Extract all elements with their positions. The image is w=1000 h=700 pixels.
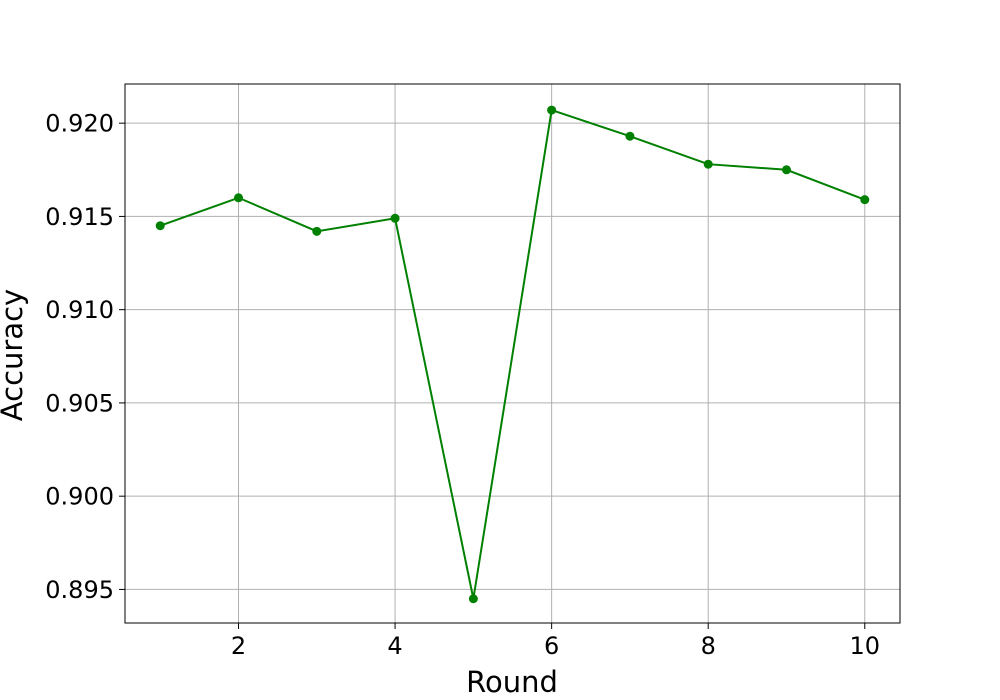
x-tick-label: 8 bbox=[701, 632, 716, 660]
y-tick-label: 0.895 bbox=[45, 576, 114, 604]
data-point bbox=[155, 221, 165, 231]
data-point bbox=[703, 159, 713, 169]
data-point bbox=[312, 226, 322, 236]
axis-ticks: 2 4 6 8 10 0.895 0.900 0.905 0.910 0.915 0.920 bbox=[45, 110, 880, 660]
y-tick-label: 0.900 bbox=[45, 483, 114, 511]
plot-frame bbox=[124, 83, 901, 624]
data-point bbox=[468, 594, 478, 604]
data-point bbox=[234, 193, 244, 203]
x-axis-label: Round bbox=[466, 665, 558, 699]
y-axis-label: Accuracy bbox=[0, 289, 29, 421]
x-tick-label: 10 bbox=[849, 632, 880, 660]
data-point bbox=[547, 105, 557, 115]
data-point bbox=[625, 131, 635, 141]
y-tick-label: 0.920 bbox=[45, 110, 114, 138]
y-tick-label: 0.910 bbox=[45, 296, 114, 324]
x-tick-label: 6 bbox=[544, 632, 559, 660]
x-tick-label: 2 bbox=[231, 632, 246, 660]
data-point bbox=[860, 195, 870, 205]
series-line bbox=[159, 108, 866, 599]
y-tick-label: 0.915 bbox=[45, 203, 114, 231]
x-tick-label: 4 bbox=[387, 632, 402, 660]
grid-lines bbox=[125, 84, 900, 623]
data-point bbox=[781, 165, 791, 175]
data-point bbox=[390, 213, 400, 223]
y-tick-label: 0.905 bbox=[45, 389, 114, 417]
data-series bbox=[155, 105, 870, 604]
